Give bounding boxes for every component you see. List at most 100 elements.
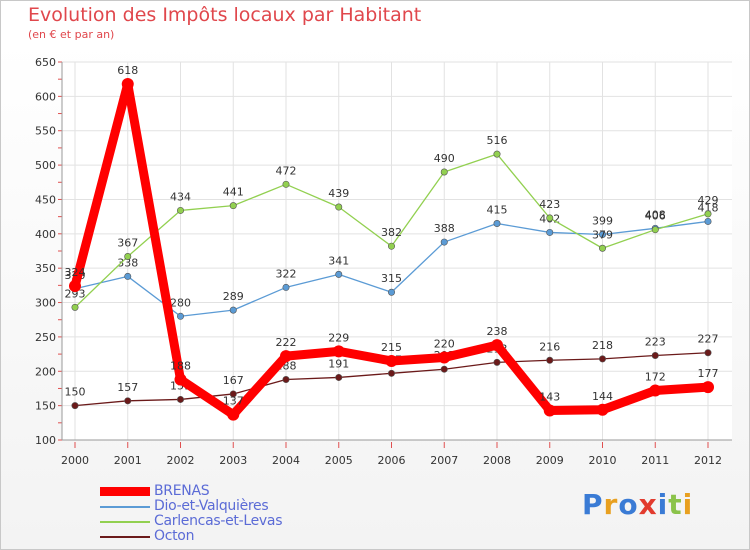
data-point-brenas — [543, 404, 556, 417]
data-point-brenas — [438, 351, 451, 364]
data-label-carlencas-et-levas: 406 — [645, 210, 666, 223]
x-tick-label: 2008 — [483, 454, 511, 467]
x-tick-label: 2005 — [325, 454, 353, 467]
y-tick-label: 400 — [35, 228, 56, 241]
data-label-brenas: 172 — [645, 371, 666, 384]
data-point-brenas — [227, 408, 240, 421]
x-tick-label: 2002 — [167, 454, 195, 467]
data-point-carlencas-et-levas — [598, 244, 606, 252]
data-point-brenas — [69, 280, 81, 293]
y-tick-label: 650 — [35, 56, 56, 69]
logo-letter: x — [638, 488, 658, 521]
data-label-dio-et-valquieres: 341 — [328, 254, 349, 267]
legend-swatch-carlencas — [100, 521, 150, 523]
legend-swatch-dio — [100, 506, 150, 508]
legend-item-dio[interactable]: Dio-et-Valquières — [100, 499, 360, 514]
data-label-brenas: 220 — [434, 338, 455, 351]
data-point-brenas — [174, 373, 187, 386]
data-label-octon: 223 — [645, 335, 666, 348]
x-tick-label: 2001 — [114, 454, 142, 467]
data-label-dio-et-valquieres: 399 — [592, 215, 613, 228]
data-point-octon — [71, 402, 79, 410]
logo-letter: r — [603, 488, 619, 521]
legend-label: Carlencas-et-Levas — [154, 513, 283, 529]
data-point-dio-et-valquieres — [335, 270, 343, 278]
data-point-brenas — [649, 384, 662, 397]
data-point-octon — [440, 365, 448, 373]
data-label-dio-et-valquieres: 415 — [487, 204, 508, 217]
data-label-brenas: 222 — [276, 336, 297, 349]
legend-label: Octon — [154, 528, 195, 544]
data-point-carlencas-et-levas — [704, 210, 712, 218]
data-label-brenas: 137 — [223, 395, 244, 408]
data-label-dio-et-valquieres: 289 — [223, 290, 244, 303]
data-point-octon — [598, 355, 606, 363]
data-point-carlencas-et-levas — [229, 202, 237, 210]
data-point-dio-et-valquieres — [282, 283, 290, 291]
data-point-carlencas-et-levas — [71, 303, 79, 311]
data-point-octon — [229, 390, 237, 398]
data-label-carlencas-et-levas: 490 — [434, 152, 455, 165]
x-tick-label: 2007 — [430, 454, 458, 467]
data-point-brenas — [491, 339, 503, 352]
logo-letter: t — [668, 488, 683, 521]
y-tick-label: 450 — [35, 193, 56, 206]
data-point-dio-et-valquieres — [387, 288, 395, 296]
data-label-octon: 216 — [539, 340, 560, 353]
legend-swatch-brenas — [100, 487, 150, 496]
data-label-dio-et-valquieres: 338 — [117, 256, 138, 269]
data-label-dio-et-valquieres: 388 — [434, 222, 455, 235]
y-tick-label: 250 — [35, 331, 56, 344]
data-label-brenas: 188 — [170, 360, 191, 373]
data-label-carlencas-et-levas: 382 — [381, 226, 402, 239]
data-point-dio-et-valquieres — [124, 272, 132, 280]
data-point-carlencas-et-levas — [546, 214, 554, 222]
y-tick-label: 550 — [35, 125, 56, 138]
data-label-brenas: 324 — [65, 266, 86, 279]
data-label-carlencas-et-levas: 439 — [328, 187, 349, 200]
legend-item-octon[interactable]: Octon — [100, 529, 360, 544]
x-tick-label: 2011 — [641, 454, 669, 467]
data-point-octon — [282, 376, 290, 384]
logo-letter: i — [657, 488, 669, 521]
data-point-carlencas-et-levas — [177, 206, 185, 214]
data-point-carlencas-et-levas — [335, 203, 343, 211]
legend-item-brenas[interactable]: BRENAS — [100, 484, 360, 499]
logo-letter: P — [582, 488, 604, 521]
data-label-carlencas-et-levas: 423 — [539, 198, 560, 211]
data-point-octon — [651, 351, 659, 359]
x-tick-label: 2012 — [694, 454, 722, 467]
proxiti-logo: Proxiti — [582, 488, 693, 521]
data-point-octon — [704, 349, 712, 357]
data-label-carlencas-et-levas: 293 — [65, 287, 86, 300]
data-label-carlencas-et-levas: 429 — [698, 194, 719, 207]
x-tick-label: 2010 — [589, 454, 617, 467]
data-point-octon — [493, 358, 501, 366]
y-tick-label: 350 — [35, 262, 56, 275]
legend-item-carlencas[interactable]: Carlencas-et-Levas — [100, 514, 360, 529]
data-label-dio-et-valquieres: 408 — [645, 208, 666, 221]
y-tick-label: 150 — [35, 400, 56, 413]
data-label-carlencas-et-levas: 472 — [276, 164, 297, 177]
y-tick-label: 200 — [35, 365, 56, 378]
legend-label: BRENAS — [154, 483, 210, 499]
legend-swatch-octon — [100, 536, 150, 538]
data-point-brenas — [332, 345, 345, 358]
y-tick-label: 300 — [35, 297, 56, 310]
data-point-octon — [177, 395, 185, 403]
data-point-dio-et-valquieres — [440, 238, 448, 246]
data-point-dio-et-valquieres — [493, 220, 501, 228]
y-tick-label: 500 — [35, 159, 56, 172]
data-point-brenas — [280, 350, 292, 363]
data-point-dio-et-valquieres — [704, 217, 712, 225]
data-point-brenas — [121, 77, 134, 90]
x-tick-label: 2006 — [378, 454, 406, 467]
data-label-brenas: 238 — [487, 325, 508, 338]
data-label-carlencas-et-levas: 434 — [170, 190, 191, 203]
data-label-brenas: 215 — [381, 341, 402, 354]
legend: BRENAS Dio-et-Valquières Carlencas-et-Le… — [100, 484, 360, 544]
chart-subtitle: (en € et par an) — [28, 28, 115, 41]
data-label-dio-et-valquieres: 322 — [276, 267, 297, 280]
data-point-carlencas-et-levas — [493, 150, 501, 158]
